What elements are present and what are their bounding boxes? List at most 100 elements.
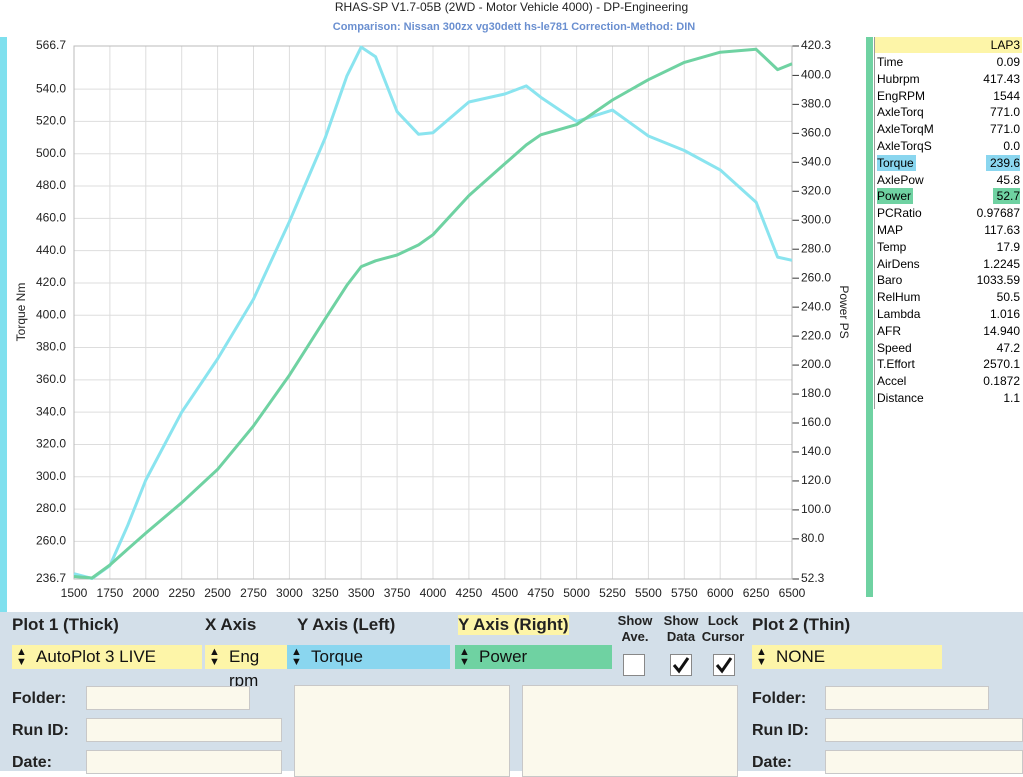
- y-tick-label: 236.7: [36, 571, 66, 585]
- right-bar: [866, 37, 873, 597]
- dropdown[interactable]: ▲ ▼ AutoPlot 3 LIVE: [12, 645, 202, 669]
- y2-tick-label: 220.0: [801, 328, 831, 342]
- series-line: [73, 45, 793, 580]
- panel-row: Temp 17.9: [875, 239, 1022, 255]
- panel-row: AxleTorq 771.0: [875, 104, 1022, 120]
- dropdown[interactable]: ▲ ▼ NONE: [752, 645, 942, 669]
- row-label: Hubrpm: [877, 71, 920, 86]
- row-value: 0.09: [996, 55, 1020, 69]
- checkbox-label: Lock Cursor: [700, 613, 746, 645]
- row-value: 14.940: [983, 323, 1020, 338]
- row-value: 17.9: [996, 239, 1020, 254]
- label-line: Lock: [707, 613, 739, 628]
- text-input[interactable]: [86, 718, 282, 742]
- y2-tick-label: 320.0: [801, 183, 831, 197]
- y-tick-label: 360.0: [36, 372, 66, 386]
- x-tick-label: 1500: [61, 586, 88, 600]
- text-input[interactable]: [825, 718, 1023, 742]
- y2-tick-label: 400.0: [801, 68, 831, 82]
- dropdown-arrows: ▲ ▼: [291, 646, 302, 668]
- text-input[interactable]: [825, 686, 989, 710]
- x-tick-label: 2000: [132, 586, 159, 600]
- row-label: Temp: [877, 239, 907, 254]
- row-label: Accel: [877, 374, 907, 389]
- y-tick-label: 420.0: [36, 275, 66, 289]
- y2-tick-label: 80.0: [801, 531, 825, 545]
- y-tick-label: 300.0: [36, 469, 66, 483]
- y2-tick-label: 140.0: [801, 444, 831, 458]
- control-panel: Plot 1 (Thick) ▲ ▼ AutoPlot 3 LIVE X Axis ▲ ▼ E…: [0, 612, 1023, 777]
- check-mark: [672, 657, 690, 674]
- checkbox-label: Show Ave.: [612, 613, 658, 645]
- panel-row: PCRatio 0.97687: [875, 205, 1022, 221]
- y2-tick-label: 160.0: [801, 415, 831, 429]
- y-tick-label: 340.0: [36, 404, 66, 418]
- y-tick-label: 400.0: [36, 307, 66, 321]
- row-label: AxleTorq: [877, 105, 924, 120]
- panel-header: LAP3: [875, 37, 1022, 53]
- row-label: Lambda: [877, 307, 921, 321]
- row-label: Distance: [877, 391, 924, 405]
- notes-box[interactable]: [294, 685, 510, 777]
- panel-row: AxleTorqM 771.0: [875, 121, 1022, 137]
- x-tick-label: 2500: [204, 586, 231, 600]
- row-label: RelHum: [877, 290, 921, 305]
- dropdown[interactable]: ▲ ▼ Eng rpm: [205, 645, 290, 690]
- y2-tick-label: 280.0: [801, 241, 831, 255]
- row-label: Torque: [877, 154, 916, 171]
- panel-row: Torque 239.6: [875, 154, 1022, 171]
- x-tick-label: 3750: [384, 586, 411, 600]
- x-tick-label: 4500: [491, 586, 518, 600]
- text-input[interactable]: [86, 686, 250, 710]
- window-title: RHAS-SP V1.7-05B (2WD - Motor Vehicle 40…: [334, 0, 689, 14]
- y-tick-label: 500.0: [36, 146, 66, 160]
- dropdown-arrows: ▲ ▼: [756, 646, 767, 668]
- checkbox[interactable]: [670, 654, 692, 676]
- row-label: MAP: [877, 223, 904, 237]
- row-value: 117.63: [984, 223, 1020, 237]
- row-value: 50.5: [996, 290, 1020, 305]
- x-tick-label: 4000: [420, 586, 447, 600]
- panel-row: Lambda 1.016: [875, 306, 1022, 322]
- checkbox[interactable]: [623, 654, 645, 676]
- panel-row: AxlePow 45.8: [875, 172, 1022, 188]
- series-line: [73, 47, 793, 580]
- label-line: Show: [663, 613, 699, 628]
- panel-row: Distance 1.1: [875, 390, 1022, 406]
- dropdown[interactable]: ▲ ▼ Torque: [287, 645, 450, 669]
- panel-row: T.Effort 2570.1: [875, 356, 1022, 372]
- control-label: Plot 1 (Thick): [12, 615, 119, 634]
- y-tick-label: 280.0: [36, 501, 66, 515]
- label-line: Cursor: [701, 629, 745, 644]
- notes-box[interactable]: [522, 685, 738, 777]
- y-tick-label: 566.7: [36, 38, 66, 52]
- dropdown[interactable]: ▲ ▼ Power: [455, 645, 612, 669]
- row-value: 239.6: [985, 154, 1020, 171]
- x-tick-label: 3250: [312, 586, 339, 600]
- y2-tick-label: 180.0: [801, 386, 831, 400]
- field-label: Date:: [752, 754, 793, 771]
- x-tick-label: 2750: [240, 586, 267, 600]
- dropdown-arrows: ▲ ▼: [16, 646, 27, 668]
- row-label: AFR: [877, 323, 901, 338]
- label-line: Show: [617, 613, 653, 628]
- y2-tick-label: 100.0: [801, 502, 831, 516]
- row-value: 45.8: [996, 172, 1020, 187]
- x-tick-label: 1750: [97, 586, 124, 600]
- checkbox[interactable]: [713, 654, 735, 676]
- y2-tick-label: 200.0: [801, 357, 831, 371]
- dropdown-value: AutoPlot 3 LIVE: [36, 647, 157, 666]
- y-axis-title: Torque Nm: [14, 283, 28, 342]
- text-input[interactable]: [86, 750, 282, 774]
- y-tick-label: 380.0: [36, 340, 66, 354]
- field-label: Date:: [12, 754, 53, 771]
- dropdown-value: Power: [479, 647, 528, 666]
- row-value: 1544: [993, 88, 1020, 103]
- panel-row: MAP 117.63: [875, 222, 1022, 238]
- row-label: AxleTorqM: [877, 122, 934, 137]
- text-input[interactable]: [825, 750, 1023, 774]
- panel-row: Speed 47.2: [875, 340, 1022, 356]
- y-tick-label: 260.0: [36, 534, 66, 548]
- row-value: 52.7: [992, 188, 1020, 205]
- check-mark: [715, 657, 733, 674]
